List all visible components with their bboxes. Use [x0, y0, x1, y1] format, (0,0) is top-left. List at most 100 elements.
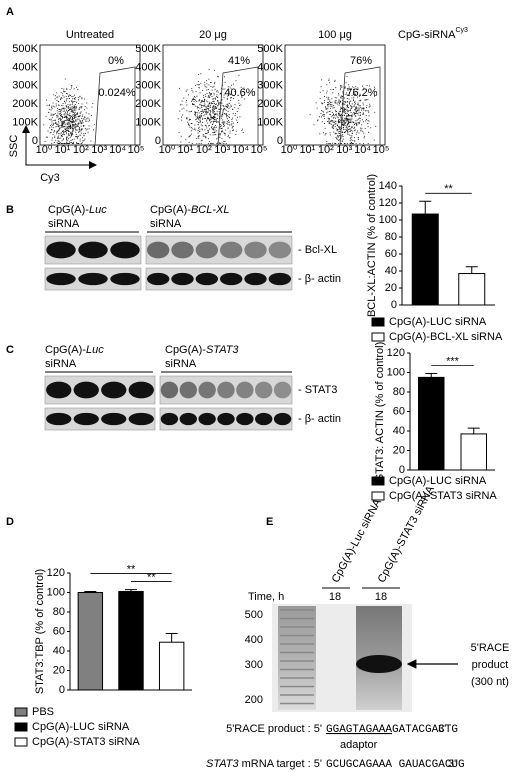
- flow-dot: [54, 98, 56, 100]
- flow-dot: [331, 126, 333, 128]
- flow-dot: [350, 88, 352, 90]
- flow-y-tick: 400K: [135, 61, 161, 73]
- flow-dot: [201, 111, 203, 112]
- flow-dot: [330, 123, 332, 125]
- flow-dot: [60, 143, 62, 144]
- flow-dot: [47, 136, 49, 138]
- flow-dot: [349, 140, 351, 142]
- flow-dot: [344, 86, 346, 88]
- flow-dot: [197, 81, 199, 82]
- flow-dot: [323, 111, 325, 113]
- flow-dot: [226, 106, 228, 108]
- flow-dot: [342, 124, 344, 126]
- flow-dot: [81, 123, 83, 125]
- flow-dot: [346, 113, 348, 115]
- flow-dot: [219, 133, 221, 135]
- flow-dot: [194, 113, 196, 115]
- flow-dot: [327, 98, 329, 100]
- flow-dot: [355, 112, 357, 114]
- flow-dot: [355, 106, 356, 108]
- sequence-end: 3': [438, 723, 446, 735]
- blot-band: [73, 412, 99, 426]
- flow-dot: [204, 109, 206, 110]
- flow-dot: [77, 89, 79, 90]
- flow-dot: [200, 115, 202, 117]
- flow-dot: [179, 110, 181, 112]
- flow-dot: [358, 108, 360, 110]
- flow-dot: [58, 95, 60, 97]
- flow-dot: [78, 118, 80, 120]
- flow-dot: [68, 120, 69, 122]
- flow-dot: [77, 123, 79, 125]
- flow-dot: [198, 122, 200, 124]
- flow-dot: [232, 126, 234, 128]
- flow-dot: [82, 140, 84, 142]
- flow-dot: [366, 85, 368, 87]
- flow-dot: [88, 125, 90, 127]
- flow-dot: [83, 125, 85, 127]
- flow-dot: [348, 103, 350, 105]
- flow-dot: [333, 131, 335, 133]
- flow-dot: [66, 128, 68, 130]
- flow-dot: [71, 117, 73, 119]
- flow-dot: [222, 88, 224, 90]
- flow-dot: [221, 100, 222, 102]
- flow-dot: [369, 85, 370, 87]
- flow-dot: [71, 102, 73, 104]
- flow-dot: [198, 112, 200, 114]
- flow-dot: [212, 128, 214, 130]
- flow-dot: [220, 127, 222, 129]
- flow-dot: [332, 142, 334, 144]
- flow-dot: [67, 103, 69, 105]
- flow-dot: [190, 133, 192, 135]
- flow-dot: [355, 115, 357, 117]
- flow-dot: [337, 128, 339, 130]
- flow-dot: [220, 124, 222, 126]
- flow-dot: [218, 109, 220, 111]
- flow-dot: [370, 127, 372, 129]
- flow-dot: [243, 87, 245, 89]
- flow-dot: [226, 116, 227, 118]
- flow-dot: [217, 76, 219, 78]
- flow-dot: [334, 101, 336, 103]
- flow-dot: [324, 96, 325, 97]
- flow-dot: [240, 86, 242, 88]
- flow-dot: [187, 94, 189, 96]
- flow-dot: [335, 111, 337, 113]
- flow-dot: [321, 116, 323, 118]
- flow-dot: [366, 110, 368, 112]
- gene: STAT3: [206, 758, 239, 770]
- flow-dot: [215, 114, 217, 115]
- flow-dot: [335, 115, 337, 117]
- flow-dot: [191, 123, 193, 124]
- flow-dot: [62, 116, 64, 118]
- flow-dot: [75, 131, 77, 133]
- flow-dot: [336, 136, 338, 138]
- y-tick-label: 40: [53, 645, 65, 657]
- blot-band: [46, 272, 76, 286]
- flow-dot: [331, 98, 333, 100]
- flow-dot: [365, 107, 367, 109]
- flow-dot: [84, 117, 86, 118]
- flow-dot: [327, 106, 329, 108]
- flow-dot: [216, 142, 218, 144]
- flow-dot: [57, 112, 59, 114]
- flow-dot: [326, 104, 328, 106]
- flow-dot: [65, 131, 67, 132]
- flow-dot: [326, 101, 328, 103]
- flow-dot: [50, 113, 52, 115]
- flow-dot: [364, 135, 366, 137]
- flow-dot: [68, 126, 69, 128]
- flow-dot: [193, 104, 195, 106]
- flow-dot: [347, 90, 349, 92]
- flow-dot: [346, 76, 348, 77]
- flow-dot: [70, 87, 72, 89]
- flow-dot: [347, 115, 349, 116]
- flow-dot: [230, 97, 232, 99]
- flow-dot: [54, 106, 56, 108]
- flow-dot: [208, 92, 210, 93]
- flow-dot: [63, 107, 64, 109]
- flow-dot: [196, 121, 198, 123]
- flow-dot: [72, 111, 74, 113]
- flow-dot: [215, 103, 216, 105]
